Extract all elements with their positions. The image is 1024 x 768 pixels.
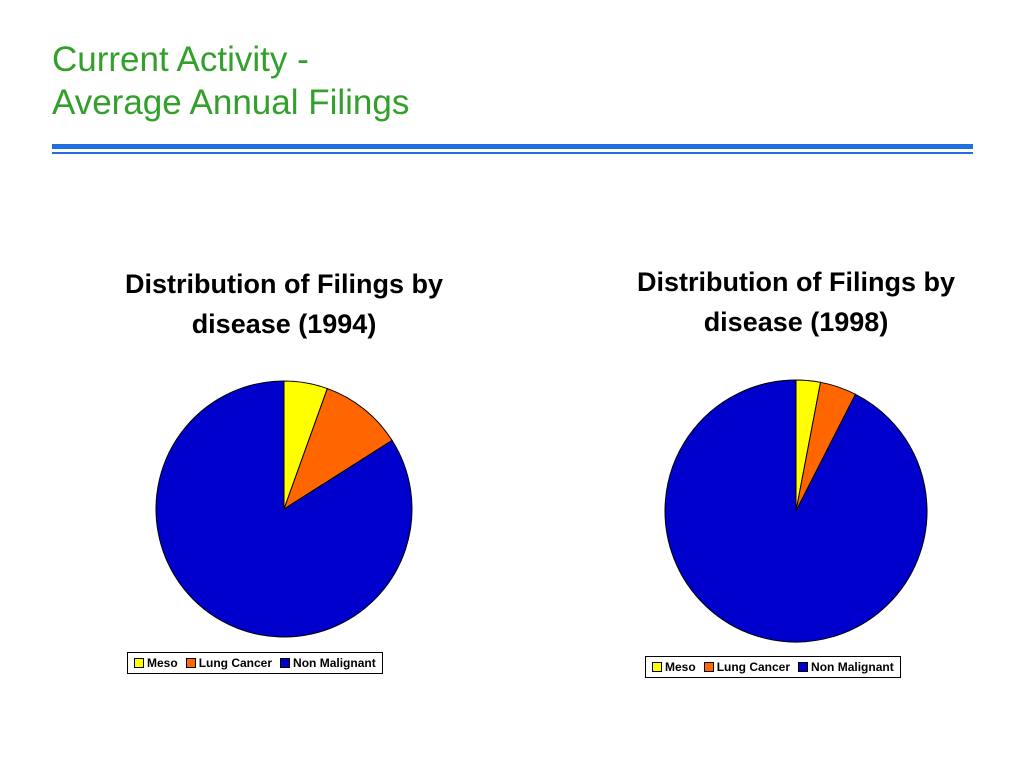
legend-label-lung-cancer: Lung Cancer: [198, 656, 273, 670]
legend-swatch-meso: [134, 658, 144, 668]
chart-title-1994-line1: Distribution of Filings by: [125, 269, 443, 299]
legend-label-non-malignant: Non Malignant: [811, 660, 894, 674]
chart-title-1998-line1: Distribution of Filings by: [637, 267, 955, 297]
legend-swatch-non-malignant: [798, 662, 809, 672]
chart-title-1994-line2: disease (1994): [191, 309, 377, 339]
legend-item-lung-cancer: Lung Cancer: [703, 660, 791, 674]
chart-title-1998-line2: disease (1998): [703, 307, 889, 337]
legend-label-meso: Meso: [665, 660, 696, 674]
chart-title-1998: Distribution of Filings by disease (1998…: [596, 262, 996, 342]
chart-title-1994: Distribution of Filings by disease (1994…: [84, 264, 484, 344]
legend-item-non-malignant: Non Malignant: [798, 660, 894, 674]
pie-chart-1994: [155, 380, 413, 638]
slide-title: Current Activity - Average Annual Filing…: [52, 38, 409, 124]
legend-item-meso: Meso: [134, 656, 178, 670]
title-rule-thin: [52, 152, 973, 154]
legend-swatch-meso: [652, 662, 662, 672]
pie-slice-non-malignant: [155, 380, 413, 638]
slide-title-line1: Current Activity -: [52, 40, 309, 79]
legend-item-non-malignant: Non Malignant: [280, 656, 376, 670]
legend-swatch-non-malignant: [280, 658, 291, 668]
legend-label-meso: Meso: [147, 656, 178, 670]
slide-title-line2: Average Annual Filings: [52, 83, 410, 122]
legend-item-meso: Meso: [652, 660, 696, 674]
pie-chart-1998: [664, 379, 928, 643]
title-rule-thick: [52, 144, 973, 149]
pie-slice-lung-cancer: [283, 387, 393, 511]
legend-label-non-malignant: Non Malignant: [293, 656, 376, 670]
legend-1998: Meso Lung Cancer Non Malignant: [645, 656, 901, 678]
legend-swatch-lung-cancer: [185, 658, 196, 668]
legend-1994: Meso Lung Cancer Non Malignant: [127, 652, 383, 674]
legend-label-lung-cancer: Lung Cancer: [716, 660, 791, 674]
legend-item-lung-cancer: Lung Cancer: [185, 656, 273, 670]
legend-swatch-lung-cancer: [703, 662, 714, 672]
pie-slice-non-malignant: [664, 379, 928, 643]
